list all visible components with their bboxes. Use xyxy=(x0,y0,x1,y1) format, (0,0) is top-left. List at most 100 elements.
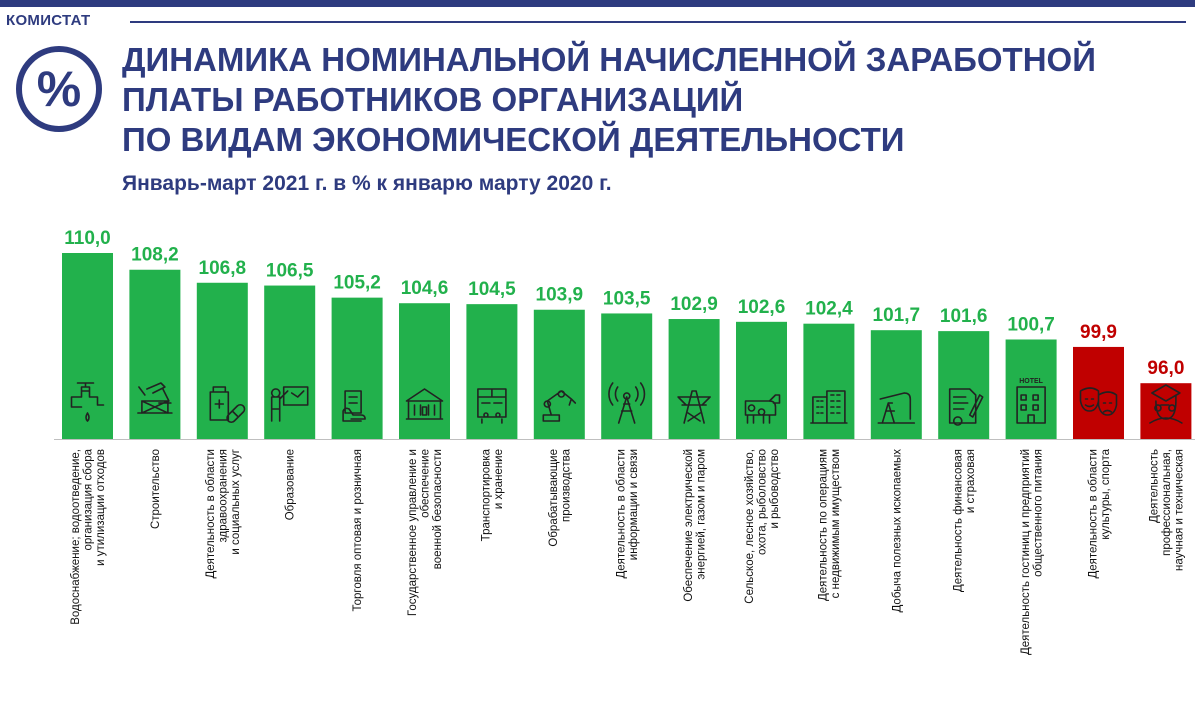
category-label-line: Деятельность в области xyxy=(1087,449,1099,579)
category-label: Деятельность профессиональная, научная и т… xyxy=(1148,449,1185,571)
category-label: Деятельность по операциям с недвижимым им… xyxy=(818,449,843,601)
finance-document-icon xyxy=(948,388,984,426)
category-label-line: научная и техническая xyxy=(1173,449,1185,571)
category-label-line: Деятельность xyxy=(1148,449,1160,523)
category-label-line: Строительство xyxy=(150,449,162,529)
category-label-line: и страховая xyxy=(965,449,977,513)
robot-arm-icon xyxy=(542,390,577,422)
apartment-building-icon xyxy=(810,390,848,424)
data-label: 96,0 xyxy=(1147,358,1184,379)
category-label-line: Деятельность в области xyxy=(615,449,627,579)
category-label-line: Государственное управление и xyxy=(407,449,419,616)
bar-chart: 110,0 Водоснабжение; водоотведение, органи… xyxy=(54,228,1195,655)
category-label: Добыча полезных ископаемых xyxy=(891,449,903,613)
bar xyxy=(264,285,316,439)
theater-masks-icon xyxy=(1079,387,1118,416)
teacher-board-icon xyxy=(270,386,309,422)
data-label: 103,9 xyxy=(536,285,584,306)
category-label-line: военной безопасности xyxy=(432,449,444,569)
category-label: Водоснабжение; водоотведение, организация… xyxy=(70,448,107,624)
bar xyxy=(803,323,855,439)
data-label: 101,6 xyxy=(940,306,988,327)
category-label: Деятельность финансовая и страховая xyxy=(952,449,977,592)
logo-symbol: % xyxy=(37,61,81,117)
category-label-line: энергией, газом и паром xyxy=(695,449,707,580)
data-label: 99,9 xyxy=(1080,322,1117,343)
category-label-line: Деятельность гостиниц и предприятий xyxy=(1020,449,1032,655)
government-building-icon xyxy=(405,388,444,420)
data-label: 102,6 xyxy=(738,297,786,318)
bar xyxy=(62,253,113,439)
category-label-line: и социальных услуг xyxy=(230,449,242,555)
category-label-line: организация сбора xyxy=(83,448,95,550)
category-label: Образование xyxy=(285,449,297,520)
bar xyxy=(601,313,653,439)
category-label: Торговля оптовая и розничная xyxy=(352,449,364,611)
cow-icon xyxy=(744,394,781,424)
data-label: 108,2 xyxy=(131,245,179,266)
category-label-line: производства xyxy=(561,448,573,522)
brand-rule xyxy=(130,21,1186,23)
category-label: Деятельность в области культуры, спорта xyxy=(1087,448,1112,578)
category-label-line: Добыча полезных ископаемых xyxy=(891,449,903,613)
bus-icon xyxy=(477,388,507,424)
bar xyxy=(331,297,383,439)
data-label: 105,2 xyxy=(333,273,381,294)
category-label-line: здравоохранения xyxy=(217,449,229,542)
category-label-line: информации и связи xyxy=(628,449,640,560)
hotel-icon: HOTEL xyxy=(1016,378,1046,424)
category-label-line: с недвижимым имуществом xyxy=(830,449,842,598)
data-label: 102,9 xyxy=(670,294,718,315)
category-label-line: Сельское, лесное хозяйство, xyxy=(744,449,756,604)
bar xyxy=(129,269,181,439)
top-bar xyxy=(0,0,1195,7)
bar xyxy=(399,303,450,439)
water-tap-icon xyxy=(70,382,105,422)
data-label: 101,7 xyxy=(873,305,921,326)
data-label: 106,8 xyxy=(199,258,247,279)
category-label: Деятельность в области информации и связи xyxy=(615,449,640,579)
bar xyxy=(1140,383,1192,439)
category-label: Строительство xyxy=(150,449,162,529)
data-label: 100,7 xyxy=(1007,314,1055,335)
category-label: Обрабатывающие производства xyxy=(548,448,573,546)
category-label-line: Обеспечение электрической xyxy=(683,449,695,602)
data-label: 110,0 xyxy=(64,228,111,249)
page-title: ДИНАМИКА НОМИНАЛЬНОЙ НАЧИСЛЕННОЙ ЗАРАБОТ… xyxy=(122,40,1182,160)
data-label: 104,6 xyxy=(401,278,449,299)
category-label-line: Торговля оптовая и розничная xyxy=(352,449,364,611)
bar xyxy=(668,319,720,439)
percent-logo-icon: % xyxy=(16,46,102,132)
medicine-icon xyxy=(209,386,246,424)
category-label-line: и рыбоводство xyxy=(769,449,781,529)
category-label-line: и хранение xyxy=(493,449,505,509)
category-label: Государственное управление и обеспечение в… xyxy=(407,449,444,616)
title-line-1: ДИНАМИКА НОМИНАЛЬНОЙ НАЧИСЛЕННОЙ ЗАРАБОТ… xyxy=(122,41,1096,78)
data-label: 104,5 xyxy=(468,279,516,300)
brand-label: КОМИСТАТ xyxy=(6,12,91,29)
category-label-line: Деятельность по операциям xyxy=(818,449,830,601)
construction-icon xyxy=(137,382,173,414)
title-line-3: ПО ВИДАМ ЭКОНОМИЧЕСКОЙ ДЕЯТЕЛЬНОСТИ xyxy=(122,121,905,158)
category-label: Обеспечение электрической энергией, газом… xyxy=(683,449,708,602)
category-label: Сельское, лесное хозяйство, охота, рыболо… xyxy=(744,449,781,604)
bar xyxy=(466,304,518,439)
data-label: 103,5 xyxy=(603,288,651,309)
data-label: 106,5 xyxy=(266,261,314,282)
radio-tower-icon xyxy=(608,382,646,424)
scientist-icon xyxy=(1149,384,1183,424)
category-label: Деятельность гостиниц и предприятий общес… xyxy=(1020,449,1045,655)
power-pylon-icon xyxy=(677,390,711,424)
category-label-line: Деятельность финансовая xyxy=(952,449,964,592)
page-subtitle: Январь-март 2021 г. в % к январю марту 2… xyxy=(122,172,612,195)
bar xyxy=(736,321,787,439)
category-label-line: Обрабатывающие xyxy=(548,449,560,547)
category-label-line: профессиональная, xyxy=(1161,449,1173,556)
oil-pump-icon xyxy=(877,392,916,424)
hotel-sign-label: HOTEL xyxy=(1019,378,1043,385)
category-label-line: общественного питания xyxy=(1032,449,1044,577)
category-label-line: охота, рыболовство xyxy=(757,449,769,555)
category-label-line: культуры, спорта xyxy=(1100,448,1112,539)
category-label-line: Транспортировка xyxy=(481,448,493,541)
bar xyxy=(1005,339,1057,439)
